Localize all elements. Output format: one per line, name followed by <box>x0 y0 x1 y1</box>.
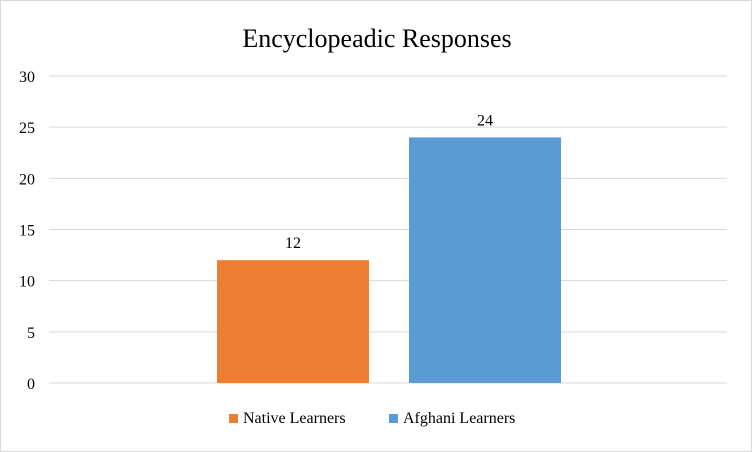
legend: Native Learners Afghani Learners <box>229 410 515 427</box>
data-labels: 12 24 <box>285 112 493 252</box>
data-label: 24 <box>477 112 493 129</box>
y-tick-label: 15 <box>19 223 35 240</box>
y-tick-label: 20 <box>19 171 35 188</box>
y-tick-label: 30 <box>19 69 35 86</box>
y-tick-label: 0 <box>27 376 35 393</box>
y-tick-label: 25 <box>19 120 35 137</box>
legend-label: Native Learners <box>243 410 346 427</box>
bar-afghani-learners <box>409 137 561 383</box>
y-tick-label: 5 <box>27 325 35 342</box>
legend-swatch <box>229 414 238 423</box>
y-axis-tick-labels: 0 5 10 15 20 25 30 <box>19 69 35 393</box>
gridlines <box>49 75 727 384</box>
legend-swatch <box>389 414 398 423</box>
legend-label: Afghani Learners <box>403 410 515 427</box>
y-tick-label: 10 <box>19 274 35 291</box>
chart-title: Encyclopeadic Responses <box>242 24 511 53</box>
bars <box>217 137 561 383</box>
bar-native-learners <box>217 260 369 383</box>
data-label: 12 <box>285 235 301 252</box>
